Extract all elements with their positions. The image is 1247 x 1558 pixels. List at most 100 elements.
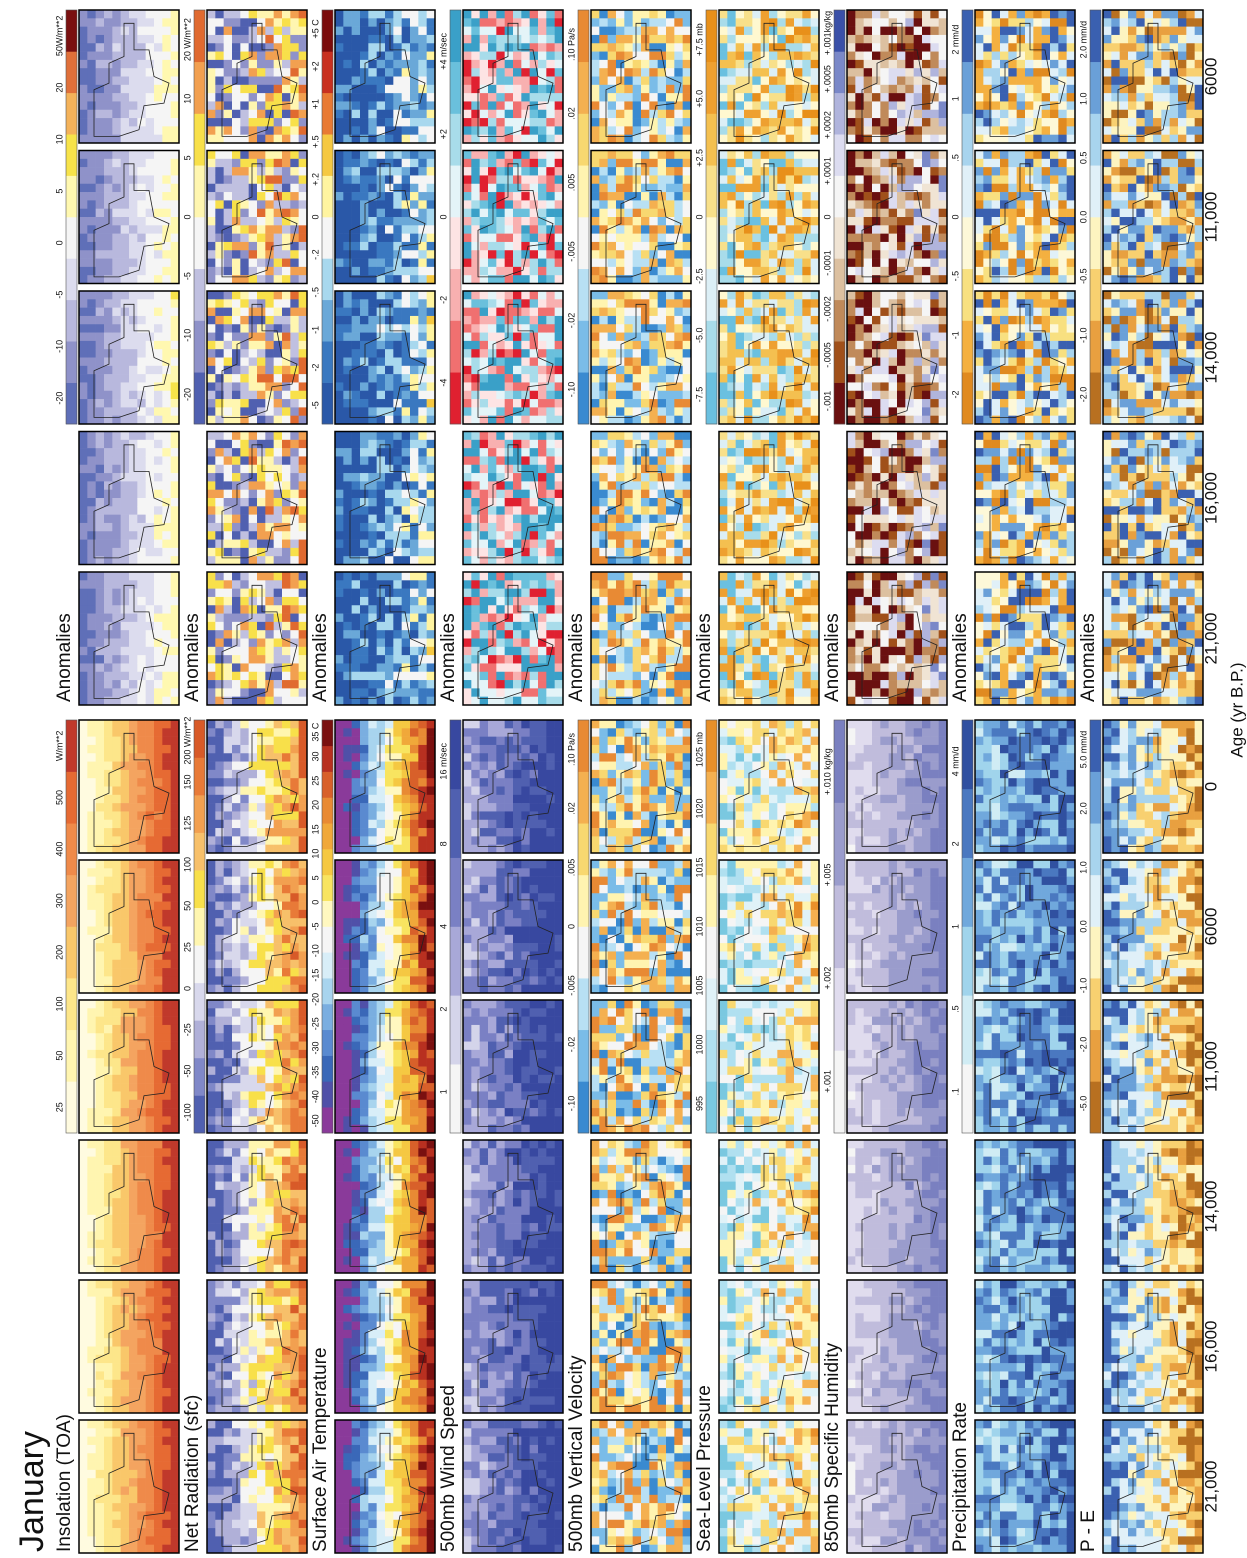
- map-cell: [257, 473, 266, 482]
- map-cell: [249, 291, 258, 300]
- map-cell: [215, 1297, 224, 1306]
- map-cell: [265, 1528, 274, 1537]
- map-cell: [249, 877, 258, 886]
- map-cell: [171, 1322, 180, 1331]
- map-cell: [129, 18, 138, 27]
- map-cell: [240, 27, 249, 36]
- map-cell: [146, 506, 155, 515]
- map-cell: [265, 1437, 274, 1446]
- map-cell: [154, 672, 163, 681]
- map-cell: [121, 1338, 130, 1347]
- map-cell: [104, 1173, 113, 1182]
- map-cell: [137, 1050, 146, 1059]
- map-cell: [360, 1330, 369, 1339]
- map-cell: [282, 622, 291, 631]
- map-cell: [207, 184, 216, 193]
- map-cell: [121, 308, 130, 317]
- map-cell: [224, 1313, 233, 1322]
- map-cell: [96, 1008, 105, 1017]
- map-cell: [299, 382, 308, 391]
- map-cell: [79, 1288, 88, 1297]
- map-cell: [79, 432, 88, 441]
- map-cell: [265, 1025, 274, 1034]
- map-cell: [96, 333, 105, 342]
- map-cell: [79, 118, 88, 127]
- map-cell: [104, 951, 113, 960]
- map-cell: [282, 490, 291, 499]
- map-cell: [265, 1000, 274, 1009]
- map-cell: [171, 1363, 180, 1372]
- map-cell: [393, 1207, 402, 1216]
- map-cell: [171, 927, 180, 936]
- map-cell: [393, 1487, 402, 1496]
- map-cell: [224, 737, 233, 746]
- map-cell: [385, 1198, 394, 1207]
- map-cell: [146, 440, 155, 449]
- map-cell: [402, 1396, 411, 1405]
- map-cell: [79, 548, 88, 557]
- map-cell: [137, 1437, 146, 1446]
- map-cell: [207, 159, 216, 168]
- map-cell: [377, 1198, 386, 1207]
- map-cell: [232, 1330, 241, 1339]
- map-cell: [299, 1420, 308, 1429]
- map-cell: [290, 1058, 299, 1067]
- map-cell: [104, 366, 113, 375]
- map-cell: [137, 795, 146, 804]
- map-cell: [282, 456, 291, 465]
- map-cell: [171, 209, 180, 218]
- map-cell: [257, 200, 266, 209]
- map-cell: [207, 1305, 216, 1314]
- map-cell: [121, 1445, 130, 1454]
- map-cell: [274, 803, 283, 812]
- map-cell: [282, 465, 291, 474]
- map-cell: [79, 490, 88, 499]
- map-cell: [207, 976, 216, 985]
- map-cell: [232, 737, 241, 746]
- map-cell: [104, 60, 113, 69]
- map-cell: [104, 605, 113, 614]
- map-cell: [360, 1223, 369, 1232]
- map-cell: [87, 1100, 96, 1109]
- map-cell: [352, 1157, 361, 1166]
- map-cell: [232, 902, 241, 911]
- map-cell: [410, 1388, 419, 1397]
- map-cell: [129, 1265, 138, 1274]
- colorbar-swatch: [322, 1056, 333, 1082]
- map-cell: [410, 1355, 419, 1364]
- map-cell: [282, 935, 291, 944]
- map-cell: [240, 639, 249, 648]
- map-cell: [146, 432, 155, 441]
- map-cell: [104, 209, 113, 218]
- map-cell: [290, 845, 299, 854]
- map-cell: [282, 1140, 291, 1149]
- map-cell: [121, 1075, 130, 1084]
- map-cell: [79, 1067, 88, 1076]
- map-cell: [282, 1050, 291, 1059]
- map-cell: [146, 1207, 155, 1216]
- map-cell: [368, 1371, 377, 1380]
- map-cell: [265, 167, 274, 176]
- map-cell: [232, 374, 241, 383]
- map-cell: [112, 688, 121, 697]
- map-cell: [146, 1355, 155, 1364]
- colorbar-label: 500: [54, 790, 64, 805]
- colorbar-label: +5 C: [310, 19, 320, 39]
- map-cell: [385, 1190, 394, 1199]
- map-cell: [249, 1528, 258, 1537]
- map-cell: [154, 27, 163, 36]
- map-cell: [385, 1428, 394, 1437]
- map-cell: [410, 1280, 419, 1289]
- map-cell: [224, 234, 233, 243]
- map-cell: [240, 1420, 249, 1429]
- map-cell: [215, 448, 224, 457]
- map-cell: [249, 918, 258, 927]
- map-cell: [207, 192, 216, 201]
- map-cell: [112, 1207, 121, 1216]
- map-cell: [282, 1388, 291, 1397]
- map-cell: [343, 1511, 352, 1520]
- map-cell: [274, 448, 283, 457]
- map-cell: [104, 622, 113, 631]
- map-cell: [137, 1008, 146, 1017]
- map-cell: [207, 1248, 216, 1257]
